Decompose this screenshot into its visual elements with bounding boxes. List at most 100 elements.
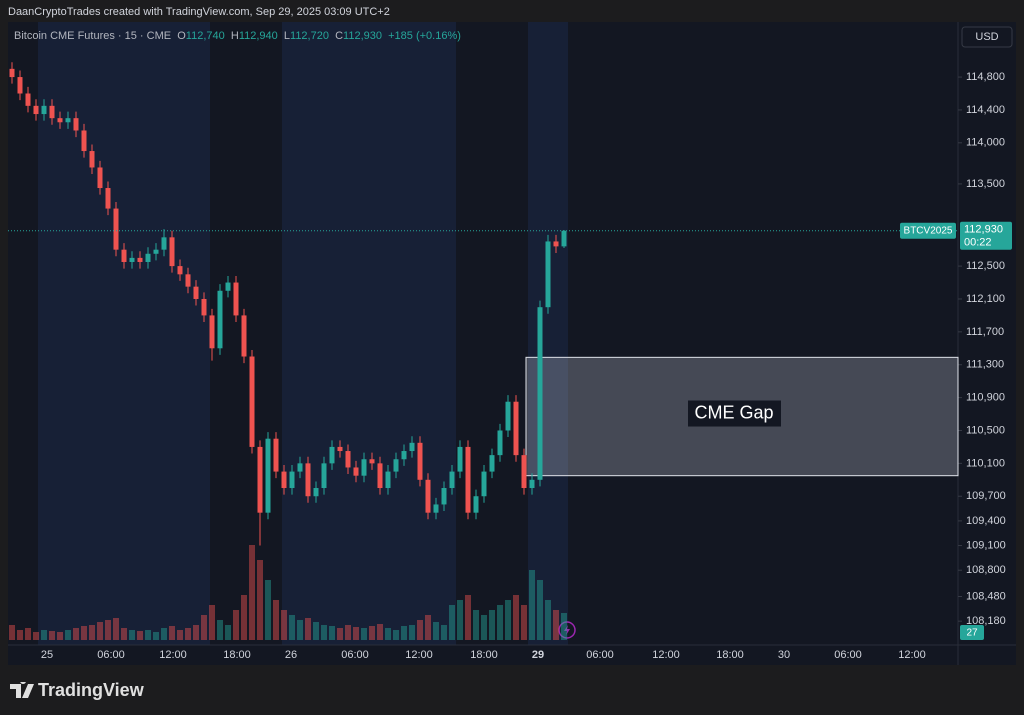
- volume-bar: [89, 625, 95, 640]
- candle-body: [65, 118, 71, 123]
- volume-bar: [225, 625, 231, 640]
- candle-body: [297, 463, 303, 472]
- volume-bar: [329, 626, 335, 640]
- volume-bar: [353, 627, 359, 640]
- session-band: [38, 22, 210, 645]
- volume-box: [960, 625, 984, 640]
- volume-bar: [553, 610, 559, 640]
- candle-body: [377, 463, 383, 489]
- candle-body: [145, 253, 151, 262]
- volume-bar: [449, 605, 455, 640]
- candle-body: [281, 471, 287, 489]
- x-tick-label: 06:00: [97, 649, 125, 661]
- candle-body: [449, 471, 455, 489]
- label: L: [283, 30, 291, 42]
- label: O: [177, 30, 186, 42]
- y-tick-label: 111,300: [966, 359, 1004, 371]
- x-tick-label: 12:00: [652, 649, 680, 661]
- candle-body: [89, 151, 95, 168]
- volume-bar: [401, 626, 407, 640]
- y-tick-label: 112,500: [966, 260, 1005, 272]
- countdown: 00:22: [964, 237, 992, 249]
- y-tick-label: 110,900: [966, 392, 1005, 404]
- volume-bar: [65, 630, 71, 640]
- label: C: [335, 30, 344, 42]
- y-tick-label: 108,800: [966, 564, 1006, 576]
- volume-bar: [529, 570, 535, 640]
- candle-body: [217, 290, 223, 349]
- currency-box[interactable]: [961, 26, 1013, 48]
- candle-body: [289, 471, 295, 489]
- volume-bar: [505, 600, 511, 640]
- candle-body: [369, 459, 375, 464]
- volume-bar: [481, 615, 487, 640]
- volume-bar: [193, 625, 199, 640]
- y-tick-label: 112,100: [966, 293, 1005, 305]
- volume-bar: [249, 545, 255, 640]
- candle-body: [193, 286, 199, 299]
- candle-body: [537, 307, 543, 480]
- candle-body: [545, 241, 551, 308]
- candle-body: [465, 446, 471, 513]
- gap-label: CME Gap: [694, 402, 773, 422]
- x-tick-label: 06:00: [834, 649, 862, 661]
- x-tick-label: 18:00: [223, 649, 251, 661]
- volume-bar: [369, 626, 375, 640]
- candle-body: [305, 463, 311, 497]
- candle-body: [457, 446, 463, 472]
- candle-body: [321, 463, 327, 489]
- volume-bar: [201, 615, 207, 640]
- volume-bar: [49, 631, 55, 640]
- candle-body: [57, 118, 63, 123]
- volume-bar: [393, 630, 399, 640]
- candle-body: [561, 230, 567, 247]
- volume-bar: [113, 618, 119, 640]
- volume-bar: [97, 622, 103, 640]
- value: 112,930: [343, 30, 382, 42]
- candle-body: [177, 266, 183, 275]
- candle-body: [169, 237, 175, 267]
- candle-body: [81, 130, 87, 152]
- candle-body: [185, 274, 191, 287]
- event-icon[interactable]: [558, 621, 576, 639]
- volume-label: 27: [966, 628, 978, 639]
- volume-bar: [289, 615, 295, 640]
- candle-body: [529, 479, 535, 489]
- volume-bar: [537, 580, 543, 640]
- candle-body: [441, 488, 447, 505]
- x-tick-label: 12:00: [159, 649, 187, 661]
- volume-bar: [209, 605, 215, 640]
- volume-bar: [433, 622, 439, 640]
- volume-bar: [521, 605, 527, 640]
- volume-bar: [121, 628, 127, 640]
- candle-body: [353, 467, 359, 476]
- y-tick-label: 113,500: [966, 178, 1005, 190]
- candle-body: [97, 167, 103, 189]
- change: +185 (+0.16%): [388, 30, 461, 42]
- y-tick-label: 114,000: [966, 137, 1005, 149]
- volume-bar: [273, 600, 279, 640]
- volume-bar: [497, 605, 503, 640]
- y-tick-label: 109,700: [966, 490, 1006, 502]
- volume-bar: [489, 610, 495, 640]
- candle-body: [153, 249, 159, 254]
- volume-bar: [441, 625, 447, 640]
- gap-label-bg: [688, 400, 781, 427]
- volume-bar: [465, 595, 471, 640]
- y-tick-label: 109,400: [966, 515, 1006, 527]
- candle-body: [329, 446, 335, 464]
- x-tick-label: 26: [285, 649, 297, 661]
- candle-body: [497, 430, 503, 456]
- volume-bar: [9, 625, 15, 640]
- x-tick-label: 18:00: [716, 649, 744, 661]
- price-value: 112,930: [964, 224, 1003, 236]
- candle-body: [41, 105, 47, 115]
- candle-body: [129, 257, 135, 262]
- volume-bar: [561, 613, 567, 640]
- y-tick-label: 108,480: [966, 590, 1006, 602]
- volume-bar: [241, 595, 247, 640]
- volume-bar: [265, 580, 271, 640]
- volume-bar: [545, 600, 551, 640]
- session-band: [528, 22, 568, 645]
